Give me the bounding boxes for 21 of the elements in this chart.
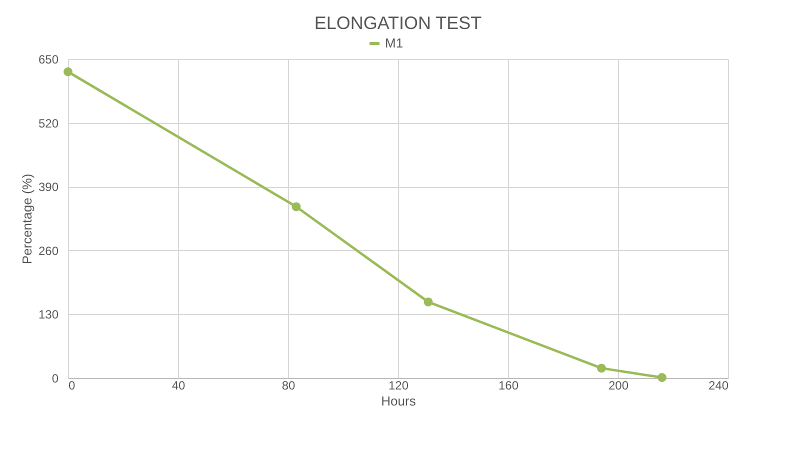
x-tick-label: 240: [708, 378, 729, 392]
chart-title: ELONGATION TEST: [314, 13, 482, 33]
y-tick-label: 390: [38, 180, 59, 194]
y-tick-label: 650: [38, 52, 59, 66]
x-tick-label: 80: [282, 378, 296, 392]
y-tick-label: 260: [38, 244, 59, 258]
point: [64, 67, 72, 76]
legend-label: M1: [385, 36, 404, 50]
x-tick-label: 200: [608, 378, 629, 392]
x-tick-label: 0: [68, 378, 76, 392]
y-axis-title: Percentage (%): [19, 174, 34, 264]
x-tick-label: 160: [498, 378, 519, 392]
x-axis-title: Hours: [381, 394, 416, 408]
point: [292, 202, 301, 212]
x-tick-label: 120: [388, 378, 409, 392]
y-tick-label: 520: [38, 116, 59, 130]
x-tick-label: 40: [172, 378, 186, 392]
point: [658, 373, 666, 382]
point: [597, 364, 606, 373]
point: [424, 297, 433, 306]
y-tick-label: 130: [38, 308, 59, 322]
